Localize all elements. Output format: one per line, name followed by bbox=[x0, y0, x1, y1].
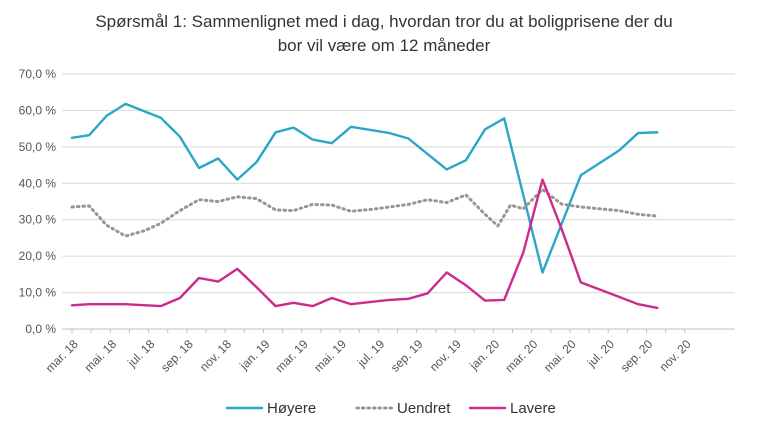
series-line-1 bbox=[70, 102, 659, 274]
y-tick-label: 10,0 % bbox=[19, 286, 57, 300]
x-tick-label: nov. 20 bbox=[657, 337, 694, 374]
x-tick-label: mar. 18 bbox=[43, 337, 81, 375]
y-tick-label: 20,0 % bbox=[19, 249, 57, 263]
series-line-3 bbox=[70, 178, 659, 310]
chart-title-line-2: bor vil være om 12 måneder bbox=[277, 36, 491, 55]
legend-label-3: Lavere bbox=[510, 400, 556, 417]
series-line-2 bbox=[70, 188, 659, 238]
x-tick-label: mar. 19 bbox=[273, 337, 311, 375]
x-tick-label: jul. 19 bbox=[354, 337, 387, 370]
x-tick-label: sep. 18 bbox=[158, 337, 196, 375]
y-axis: 0,0 % 10,0 % 20,0 % 30,0 % 40,0 % 50,0 % 60,0 … bbox=[19, 67, 57, 336]
x-tick-label: mai. 20 bbox=[541, 337, 579, 375]
x-tick-label: nov. 19 bbox=[427, 337, 464, 374]
x-tick-label: sep. 20 bbox=[618, 337, 656, 375]
chart-title-line-1: Spørsmål 1: Sammenlignet med i dag, hvor… bbox=[95, 12, 673, 31]
legend-label-1: Høyere bbox=[267, 400, 316, 417]
x-tick-label: mai. 18 bbox=[81, 337, 119, 375]
y-tick-label: 0,0 % bbox=[25, 322, 56, 336]
x-tick-label: mar. 20 bbox=[502, 337, 540, 375]
x-tick-label: jan. 19 bbox=[236, 337, 272, 373]
y-tick-label: 50,0 % bbox=[19, 140, 57, 154]
x-tick-label: sep. 19 bbox=[388, 337, 426, 375]
x-tick-label: jul. 20 bbox=[584, 337, 617, 370]
legend-label-2: Uendret bbox=[397, 400, 451, 417]
legend: Høyere Uendret Lavere bbox=[225, 400, 556, 417]
x-tick-label: jan. 20 bbox=[466, 337, 502, 373]
chart-title: Spørsmål 1: Sammenlignet med i dag, hvor… bbox=[40, 10, 728, 58]
y-tick-label: 70,0 % bbox=[19, 67, 57, 81]
x-tick-label: mai. 19 bbox=[311, 337, 349, 375]
gridlines bbox=[62, 73, 735, 330]
x-axis: mar. 18 mai. 18 jul. 18 sep. 18 nov. 18 jan. … bbox=[43, 329, 694, 375]
y-tick-label: 60,0 % bbox=[19, 103, 57, 117]
x-tick-label: nov. 18 bbox=[197, 337, 234, 374]
y-tick-label: 30,0 % bbox=[19, 213, 57, 227]
y-tick-label: 40,0 % bbox=[19, 176, 57, 190]
x-tick-label: jul. 18 bbox=[124, 337, 157, 370]
series-lines bbox=[70, 102, 659, 310]
